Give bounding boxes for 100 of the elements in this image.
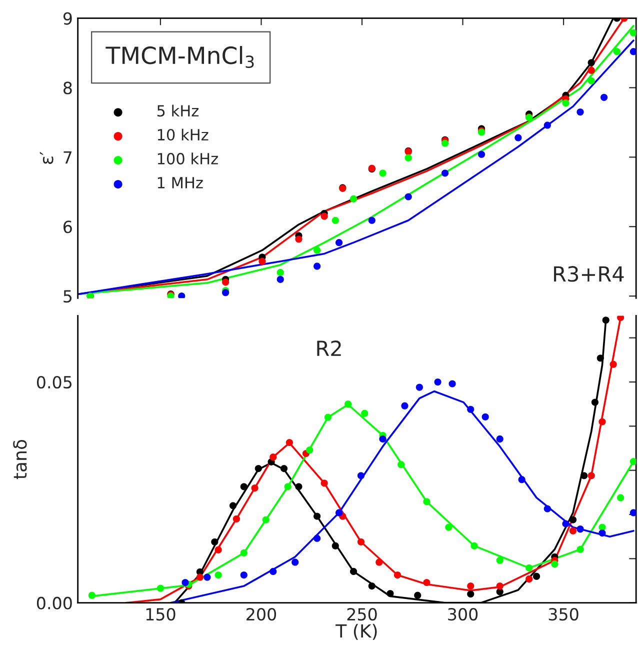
point xyxy=(280,465,288,472)
point xyxy=(598,530,606,537)
point xyxy=(401,402,408,410)
point xyxy=(276,268,284,276)
annotation: R2 xyxy=(317,340,341,356)
annotation: TMCM-MnCl$_{3}$ xyxy=(106,46,254,68)
point xyxy=(448,380,456,388)
point xyxy=(286,438,293,446)
point xyxy=(368,216,376,224)
point xyxy=(544,505,551,512)
y-tick-label: 8 xyxy=(64,82,72,94)
point xyxy=(332,542,339,550)
y-tick-label: 0.00 xyxy=(36,596,72,610)
point xyxy=(240,571,248,579)
point xyxy=(379,435,386,443)
x-tick-label: 250 xyxy=(347,608,377,621)
point xyxy=(518,476,526,484)
point xyxy=(361,410,368,417)
point xyxy=(423,498,430,506)
point xyxy=(178,292,186,298)
y-tick-label: 6 xyxy=(64,220,72,234)
point xyxy=(591,398,599,406)
point xyxy=(470,542,478,550)
point xyxy=(204,574,211,581)
point xyxy=(350,195,358,202)
point xyxy=(514,134,522,142)
y-tick-label: 0.05 xyxy=(36,376,72,389)
point xyxy=(386,590,394,598)
point xyxy=(156,584,164,592)
point xyxy=(416,384,423,391)
point xyxy=(254,465,262,472)
point xyxy=(617,316,624,322)
point xyxy=(630,48,636,56)
point xyxy=(532,572,540,580)
point xyxy=(600,94,608,101)
point xyxy=(562,99,570,107)
point xyxy=(467,590,474,598)
point xyxy=(222,289,230,296)
legend-label: 10 kHz xyxy=(158,128,208,141)
y-tick-label: 7 xyxy=(64,151,72,164)
point xyxy=(630,509,636,516)
point xyxy=(306,446,314,454)
point xyxy=(335,509,343,516)
point xyxy=(320,480,328,487)
point xyxy=(526,575,533,583)
x-axis-title: T (K) xyxy=(336,624,377,640)
point xyxy=(357,472,365,480)
point xyxy=(376,558,383,566)
point xyxy=(222,278,230,286)
point xyxy=(496,582,504,590)
point xyxy=(314,534,321,542)
point xyxy=(196,574,204,581)
point xyxy=(544,122,551,129)
point xyxy=(314,246,321,254)
point xyxy=(526,564,533,572)
point xyxy=(630,458,636,466)
legend-label: 100 kHz xyxy=(158,152,218,164)
point xyxy=(394,571,402,579)
point xyxy=(314,512,321,520)
point xyxy=(576,546,584,553)
point xyxy=(214,546,222,554)
point xyxy=(580,472,588,480)
legend-label: 5 kHz xyxy=(157,104,198,117)
point xyxy=(404,193,412,200)
y-tick-label: 9 xyxy=(63,12,72,25)
x-tick-label: 150 xyxy=(146,608,176,621)
point xyxy=(368,582,376,590)
point xyxy=(576,526,584,533)
point xyxy=(482,413,489,420)
point xyxy=(434,378,442,386)
point xyxy=(445,524,452,531)
point xyxy=(88,592,96,599)
point xyxy=(588,66,595,74)
point xyxy=(569,516,577,524)
point xyxy=(295,483,302,490)
legend-label: 1 MHz xyxy=(158,177,203,188)
y-axis-title: ε′ xyxy=(40,152,54,164)
point xyxy=(496,435,504,443)
point xyxy=(551,560,558,568)
point xyxy=(332,216,339,224)
point xyxy=(292,558,299,566)
point xyxy=(182,578,189,586)
x-tick-label: 350 xyxy=(548,608,578,621)
point xyxy=(441,170,449,177)
point xyxy=(258,258,266,265)
point xyxy=(214,571,222,579)
point xyxy=(211,538,218,546)
point xyxy=(602,316,610,324)
point xyxy=(467,406,474,413)
point xyxy=(467,582,474,590)
point xyxy=(320,212,328,220)
annotation: R3+R4 xyxy=(554,266,624,282)
point xyxy=(569,527,577,534)
point xyxy=(610,360,617,368)
point xyxy=(613,48,620,56)
y-axis-title: tanδ xyxy=(13,440,27,480)
point xyxy=(562,520,570,528)
point xyxy=(478,150,486,158)
point xyxy=(240,483,248,490)
point xyxy=(588,472,595,480)
